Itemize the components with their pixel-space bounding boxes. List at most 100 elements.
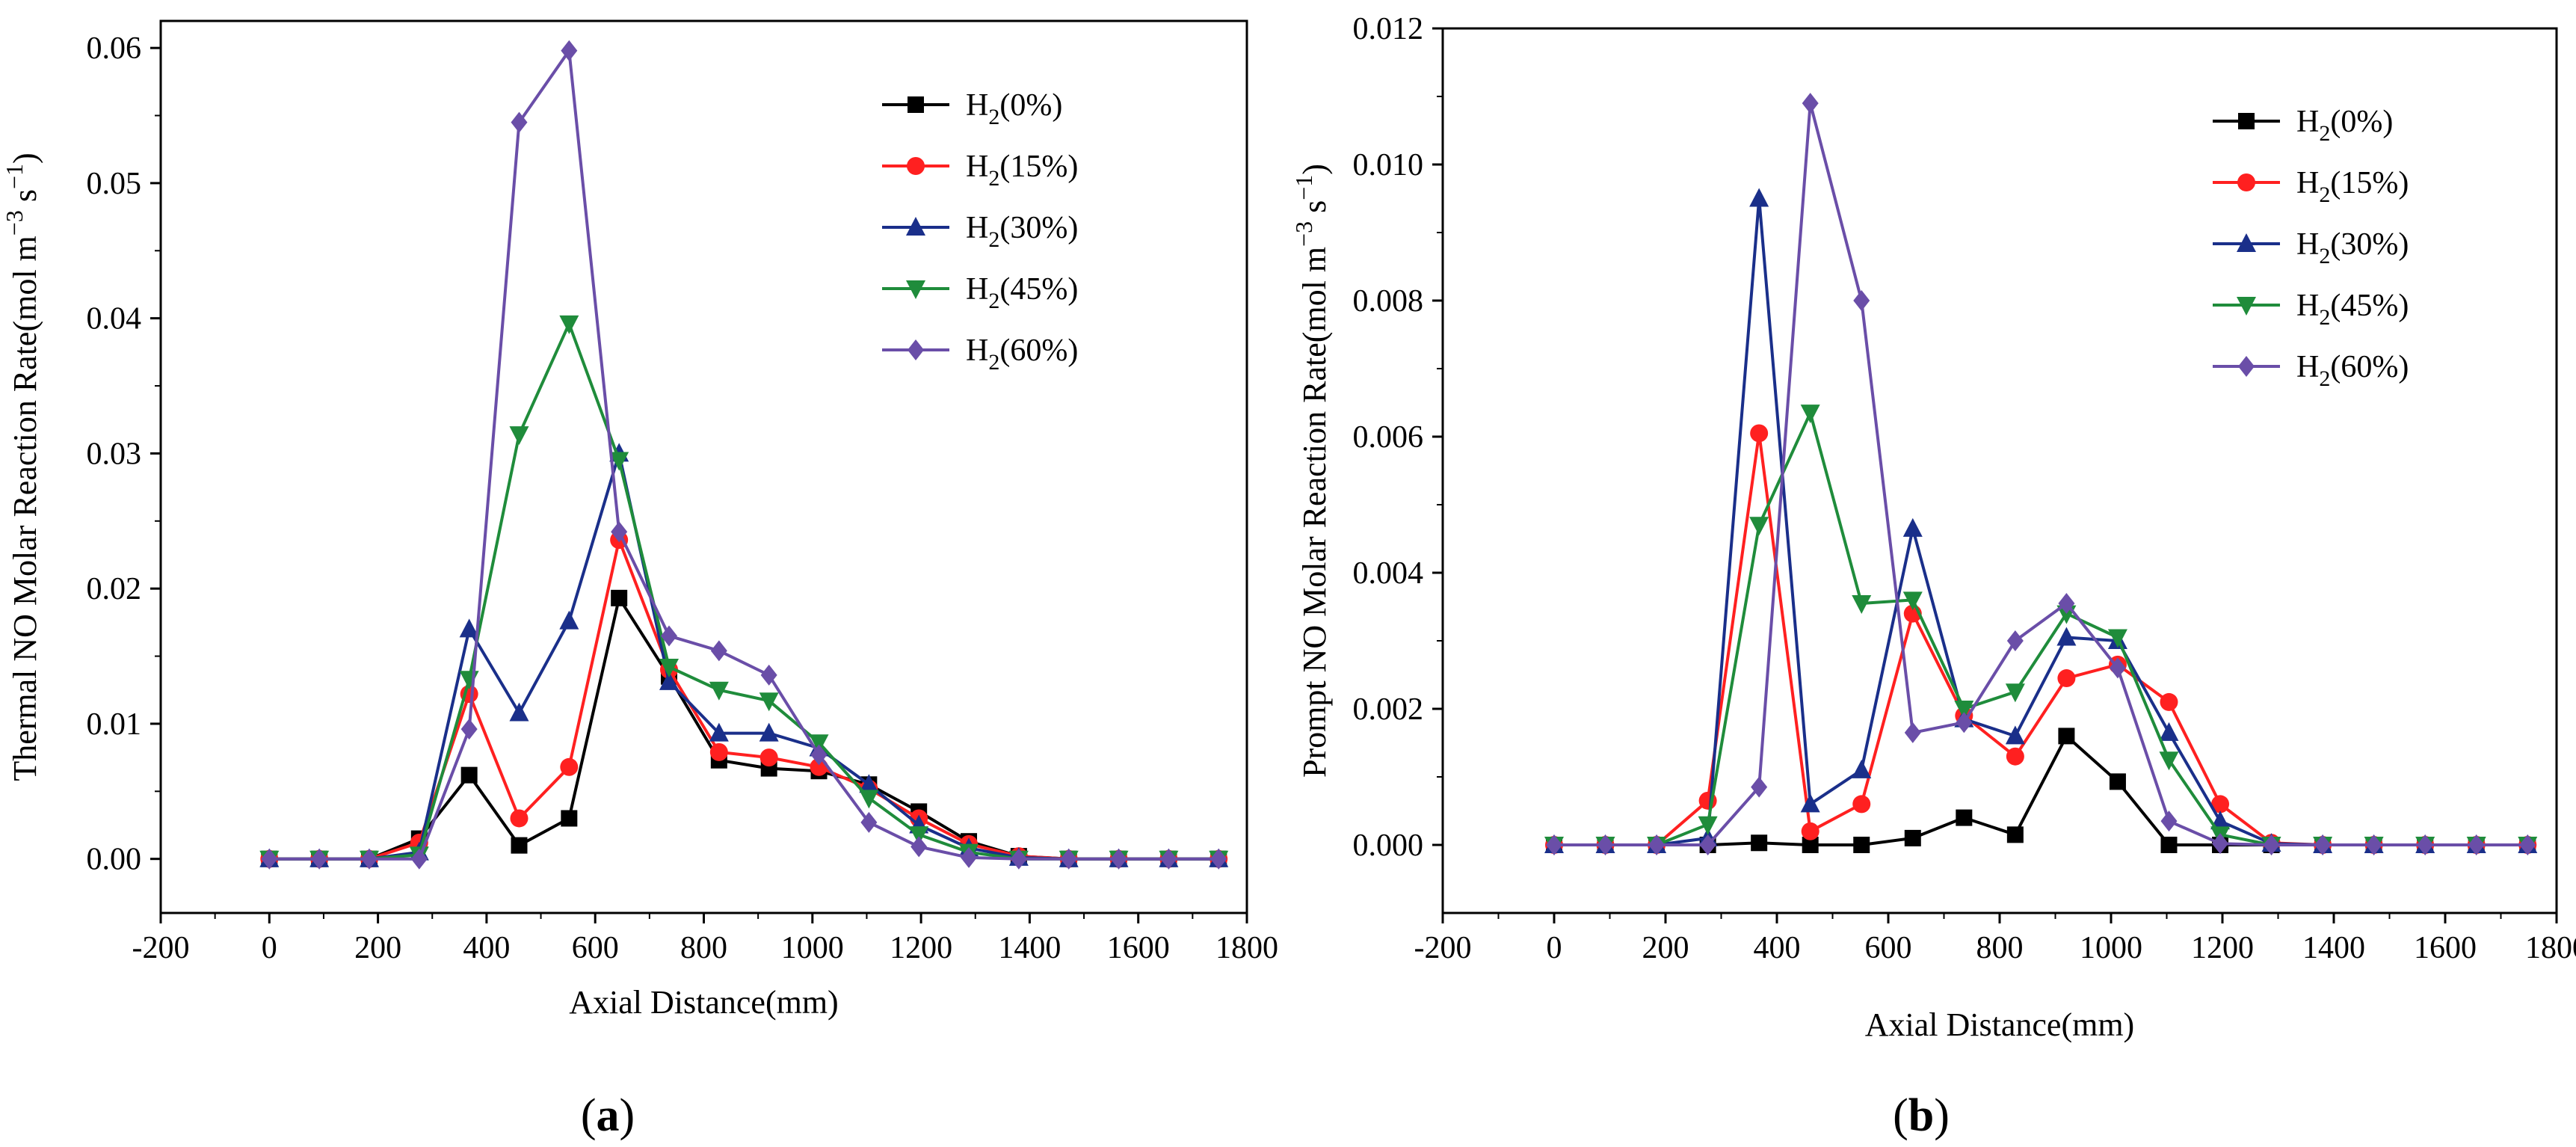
data-point (561, 40, 578, 61)
data-point (1648, 834, 1666, 855)
x-tick-label: 800 (1976, 931, 2024, 965)
data-point (261, 848, 278, 870)
data-point (2160, 837, 2178, 853)
data-point (2160, 692, 2178, 711)
legend-label: H2(30%) (2296, 227, 2409, 268)
data-point (1698, 816, 1718, 835)
series-line (269, 452, 1219, 861)
series-h2-30- (259, 443, 1229, 867)
data-point (1904, 722, 1921, 743)
data-point (709, 681, 729, 701)
y-tick-label: 0.05 (87, 167, 142, 201)
series-h2-60- (261, 40, 1227, 870)
data-point (611, 521, 628, 543)
data-point (559, 315, 579, 334)
y-tick-label: 0.04 (87, 302, 142, 336)
y-tick-label: 0.02 (87, 572, 142, 606)
data-point (511, 111, 528, 133)
x-tick-label: -200 (1414, 931, 1472, 965)
data-point (1699, 834, 1716, 855)
series-h2-0- (261, 589, 1227, 867)
legend-marker (2237, 173, 2255, 191)
data-point (410, 848, 428, 870)
data-point (1751, 776, 1768, 798)
x-tick-label: 1000 (781, 931, 844, 965)
legend-marker (2237, 297, 2256, 316)
series-h2-15- (260, 531, 1228, 868)
data-point (1954, 701, 1974, 719)
y-tick-label: 0.008 (1353, 284, 1424, 319)
data-point (661, 625, 678, 647)
data-point (609, 452, 629, 471)
x-tick-label: 200 (354, 931, 401, 965)
data-point (460, 719, 478, 740)
data-point (511, 837, 528, 854)
data-point (759, 692, 779, 712)
legend-entry: H2(15%) (2213, 166, 2409, 207)
data-point (510, 809, 529, 828)
y-tick-label: 0.01 (87, 707, 142, 742)
data-point (2468, 834, 2485, 855)
series-h2-15- (1545, 424, 2537, 854)
x-tick-label: 1200 (890, 931, 952, 965)
legend-label: H2(0%) (966, 88, 1062, 129)
data-point (611, 589, 628, 606)
y-tick-label: 0.004 (1353, 556, 1424, 591)
data-point (2056, 627, 2077, 646)
y-tick-label: 0.010 (1353, 148, 1424, 182)
legend-label: H2(15%) (2296, 166, 2409, 207)
plot-frame (1441, 27, 2558, 914)
series-line (269, 49, 1219, 861)
data-point (2263, 834, 2280, 855)
data-point (1597, 834, 1614, 855)
data-point (1750, 424, 1769, 443)
data-point (859, 774, 879, 793)
data-point (560, 757, 579, 776)
data-point (2109, 773, 2126, 790)
data-point (2005, 683, 2025, 703)
legend-label: H2(30%) (966, 211, 1078, 252)
y-tick-label: 0.006 (1353, 420, 1424, 455)
data-point (809, 734, 829, 754)
series-h2-30- (1544, 188, 2538, 853)
data-point (1802, 837, 1819, 853)
y-axis-title: Thermal NO Molar Reaction Rate(mol m−3 s… (1, 153, 43, 781)
data-point (1956, 809, 1973, 826)
x-tick-label: 200 (1642, 931, 1689, 965)
data-point (1546, 834, 1562, 855)
data-point (2160, 811, 2178, 832)
legend-marker (2237, 233, 2256, 252)
x-tick-label: 400 (1754, 931, 1801, 965)
legend-label: H2(0%) (2296, 105, 2393, 146)
legend-entry: H2(45%) (882, 272, 1078, 313)
x-tick-label: 400 (463, 931, 510, 965)
data-point (561, 810, 578, 827)
legend-marker (906, 217, 925, 236)
x-tick-label: 1400 (2302, 931, 2365, 965)
x-tick-label: 600 (1865, 931, 1912, 965)
legend-entry: H2(0%) (2213, 105, 2393, 146)
data-point (2057, 669, 2076, 688)
x-tick-label: 1600 (1107, 931, 1170, 965)
series-line (1554, 411, 2528, 846)
data-point (910, 836, 928, 858)
data-point (2109, 657, 2126, 679)
data-point (2159, 722, 2179, 741)
plot-frame (159, 19, 1248, 914)
data-point (1956, 712, 1973, 734)
series-h2-0- (1546, 728, 2536, 853)
data-point (2159, 751, 2179, 771)
data-point (659, 671, 680, 690)
x-tick-label: 1200 (2191, 931, 2254, 965)
data-point (1749, 188, 1769, 207)
data-point (2211, 795, 2230, 814)
data-point (1210, 848, 1227, 870)
data-point (559, 610, 579, 630)
data-point (460, 766, 478, 784)
data-point (860, 811, 878, 833)
legend-entry: H2(60%) (882, 333, 1078, 375)
data-point (1902, 591, 1923, 611)
legend-marker (2238, 113, 2255, 129)
chart-panel-a: -200 0 200 400 600 800 1000 1200 1400 1600 1800 0.0… (1, 19, 1278, 1141)
data-point (760, 664, 777, 686)
